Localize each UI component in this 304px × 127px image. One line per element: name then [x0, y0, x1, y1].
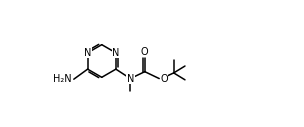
Text: O: O: [160, 74, 168, 84]
Text: N: N: [84, 48, 91, 58]
Text: N: N: [112, 48, 119, 58]
Text: N: N: [127, 74, 134, 84]
Text: H₂N: H₂N: [53, 74, 72, 84]
Text: O: O: [141, 47, 149, 57]
